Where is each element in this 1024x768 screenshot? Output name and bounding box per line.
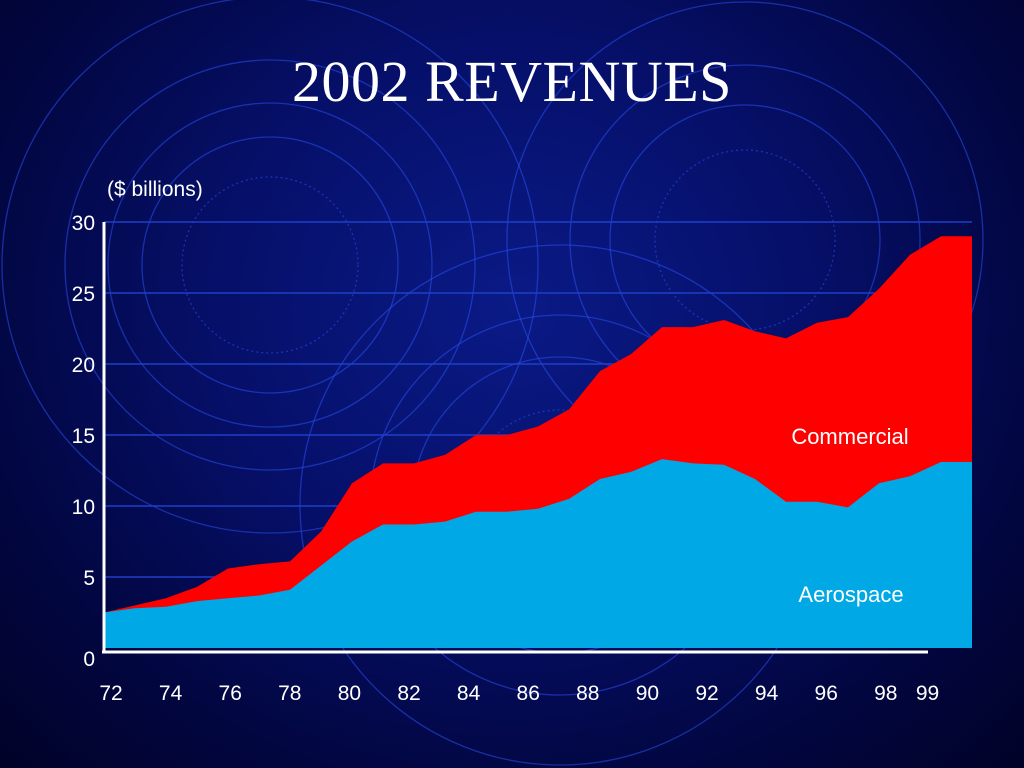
y-axis-unit-label: ($ billions): [107, 178, 203, 201]
x-tick-label-72: 72: [99, 682, 122, 705]
y-tick-label-30: 30: [72, 212, 95, 235]
x-tick-label-92: 92: [695, 682, 718, 705]
x-tick-label-90: 90: [636, 682, 659, 705]
x-tick-labels: 72 74 76 78 80 82 84 86 88 90 92 94 96 98 99: [99, 682, 939, 705]
axes: [102, 222, 928, 654]
x-tick-label-94: 94: [755, 682, 779, 705]
x-tick-label-98: 98: [874, 682, 897, 705]
series-label-commercial: Commercial: [791, 424, 908, 449]
x-tick-label-88: 88: [576, 682, 599, 705]
x-tick-label-84: 84: [457, 682, 481, 705]
x-tick-label-96: 96: [815, 682, 838, 705]
y-tick-label-0: 0: [83, 648, 95, 671]
x-tick-label-86: 86: [517, 682, 540, 705]
x-tick-label-80: 80: [338, 682, 361, 705]
x-tick-label-76: 76: [219, 682, 242, 705]
y-tick-labels: 0 5 10 15 20 25 30: [72, 212, 95, 671]
x-tick-label-99: 99: [916, 682, 939, 705]
stacked-areas: [104, 236, 972, 648]
y-tick-label-10: 10: [72, 496, 95, 519]
area-aerospace: [104, 459, 972, 648]
y-tick-label-25: 25: [72, 283, 95, 306]
series-label-aerospace: Aerospace: [798, 582, 903, 607]
y-tick-label-15: 15: [72, 425, 95, 448]
x-tick-label-74: 74: [159, 682, 183, 705]
x-tick-label-82: 82: [397, 682, 420, 705]
y-tick-label-5: 5: [83, 567, 95, 590]
slide-title: 2002 REVENUES: [292, 49, 732, 114]
y-tick-label-20: 20: [72, 354, 95, 377]
x-tick-label-78: 78: [278, 682, 301, 705]
